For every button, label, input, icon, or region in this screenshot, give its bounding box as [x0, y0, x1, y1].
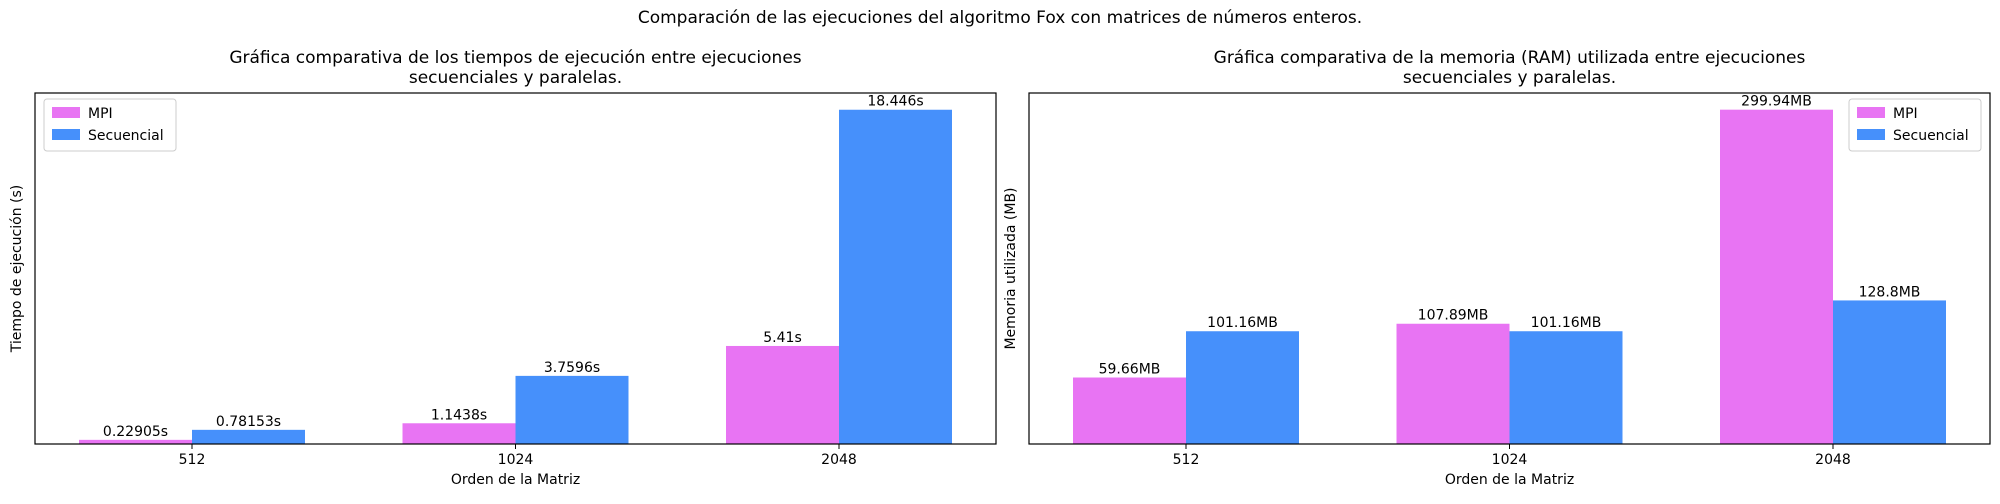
bar-mpi-1024 — [1396, 323, 1510, 444]
chart-panel-2: Gráfica comparativa de la memoria (RAM) … — [1003, 48, 1991, 488]
bar-label-secuencial-2048: 128.8MB — [1859, 284, 1921, 300]
bar-label-secuencial-512: 0.78153s — [216, 414, 281, 430]
legend-swatch-mpi — [52, 107, 80, 118]
x-tick-label-2048: 2048 — [821, 452, 857, 468]
bar-secuencial-512 — [192, 429, 305, 444]
legend-label-mpi: MPI — [88, 106, 113, 122]
bar-label-secuencial-512: 101.16MB — [1207, 315, 1278, 331]
chart-title-line-2: secuenciales y paralelas. — [1403, 68, 1616, 88]
bar-label-mpi-1024: 1.1438s — [431, 407, 487, 423]
legend-label-secuencial: Secuencial — [88, 128, 164, 144]
bar-secuencial-1024 — [515, 375, 629, 444]
x-tick-label-1024: 1024 — [498, 452, 534, 468]
legend-swatch-secuencial — [52, 129, 80, 140]
legend: MPI Secuencial — [1848, 98, 1982, 152]
chart-panels: Gráfica comparativa de los tiempos de ej… — [9, 48, 1991, 488]
legend-label-secuencial: Secuencial — [1893, 128, 1969, 144]
legend: MPI Secuencial — [43, 98, 177, 152]
x-tick-label-512: 512 — [179, 452, 206, 468]
legend-label-mpi: MPI — [1893, 106, 1918, 122]
bar-mpi-512 — [1073, 377, 1186, 444]
chart-title-line-1: Gráfica comparativa de la memoria (RAM) … — [1214, 48, 1806, 68]
bar-label-secuencial-1024: 101.16MB — [1531, 315, 1602, 331]
y-axis-label: Memoria utilizada (MB) — [1003, 187, 1019, 349]
x-tick-label-2048: 2048 — [1815, 452, 1851, 468]
bar-label-mpi-512: 59.66MB — [1099, 362, 1161, 378]
bar-mpi-1024 — [402, 423, 516, 444]
bar-mpi-2048 — [1720, 109, 1833, 444]
chart-title-line-1: Gráfica comparativa de los tiempos de ej… — [229, 48, 801, 68]
bar-secuencial-2048 — [839, 109, 952, 444]
chart-panel-1: Gráfica comparativa de los tiempos de ej… — [9, 48, 997, 488]
figure-suptitle: Comparación de las ejecuciones del algor… — [638, 8, 1362, 28]
bar-label-mpi-2048: 5.41s — [763, 330, 801, 346]
bar-mpi-2048 — [726, 345, 839, 444]
x-tick-label-512: 512 — [1173, 452, 1200, 468]
bar-label-mpi-1024: 107.89MB — [1418, 308, 1489, 324]
y-axis-label: Tiempo de ejecución (s) — [9, 185, 25, 354]
x-tick-label-1024: 1024 — [1492, 452, 1528, 468]
bar-secuencial-1024 — [1509, 331, 1623, 444]
bar-mpi-512 — [79, 439, 192, 444]
legend-swatch-secuencial — [1857, 129, 1885, 140]
bar-label-secuencial-1024: 3.7596s — [544, 360, 600, 376]
chart-title-line-2: secuenciales y paralelas. — [409, 68, 622, 88]
legend-swatch-mpi — [1857, 107, 1885, 118]
bar-label-secuencial-2048: 18.446s — [867, 94, 923, 110]
bar-secuencial-2048 — [1833, 300, 1946, 444]
bar-label-mpi-512: 0.22905s — [103, 424, 168, 440]
x-axis-label: Orden de la Matriz — [451, 472, 580, 488]
x-axis-label: Orden de la Matriz — [1445, 472, 1574, 488]
bar-secuencial-512 — [1186, 331, 1299, 444]
bar-label-mpi-2048: 299.94MB — [1741, 94, 1812, 110]
